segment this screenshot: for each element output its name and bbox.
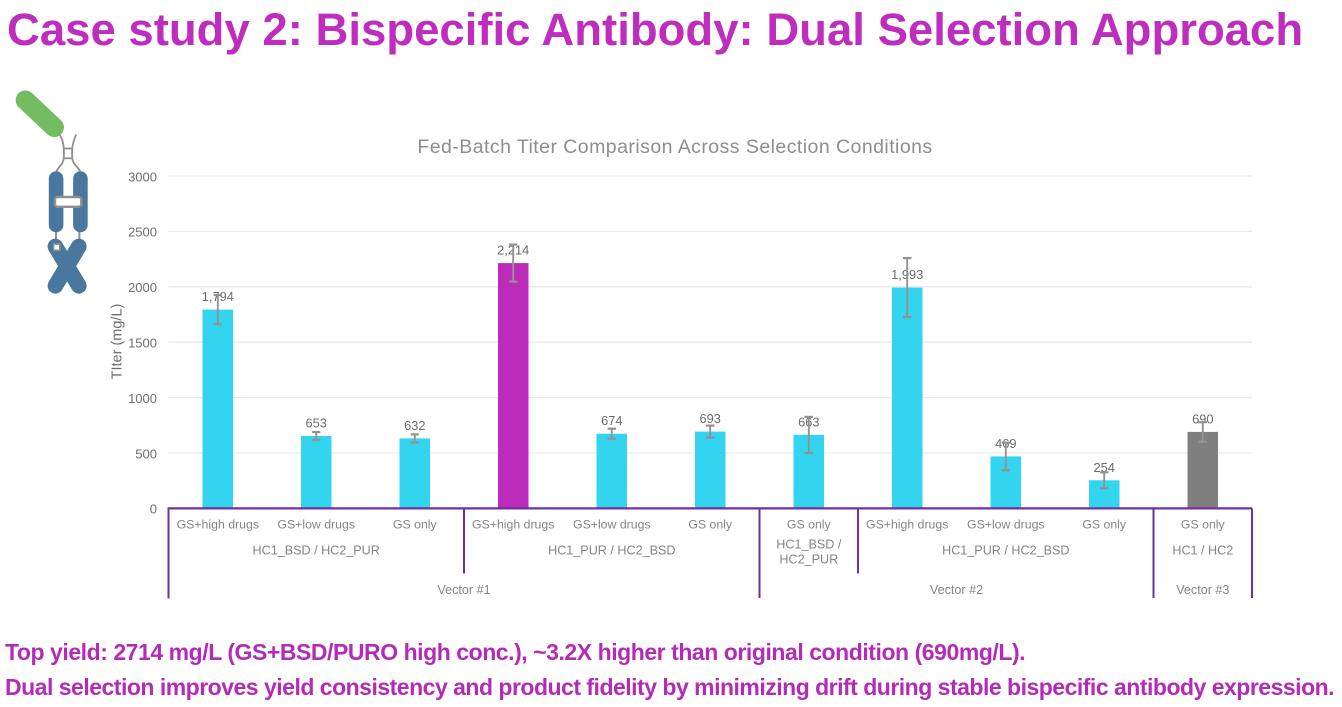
svg-text:GS only: GS only	[393, 518, 438, 532]
svg-text:HC1_BSD / HC2_PUR: HC1_BSD / HC2_PUR	[253, 544, 380, 558]
svg-text:HC1_BSD /: HC1_BSD /	[776, 538, 842, 552]
svg-text:653: 653	[306, 416, 327, 431]
svg-text:GS+low drugs: GS+low drugs	[967, 518, 1045, 532]
svg-text:GS only: GS only	[1181, 518, 1226, 532]
svg-text:GS+low drugs: GS+low drugs	[573, 518, 651, 532]
svg-text:1500: 1500	[128, 336, 157, 351]
svg-text:GS only: GS only	[787, 518, 832, 532]
svg-text:Vector #3: Vector #3	[1176, 583, 1229, 597]
svg-text:GS+high drugs: GS+high drugs	[866, 518, 948, 532]
svg-text:674: 674	[601, 413, 622, 428]
svg-text:690: 690	[1192, 411, 1213, 426]
svg-text:GS+low drugs: GS+low drugs	[277, 518, 355, 532]
svg-text:HC2_PUR: HC2_PUR	[779, 553, 838, 567]
svg-text:HC1_PUR / HC2_BSD: HC1_PUR / HC2_BSD	[548, 544, 675, 558]
svg-text:500: 500	[135, 446, 157, 461]
svg-text:Vector #2: Vector #2	[930, 583, 983, 597]
svg-text:3000: 3000	[128, 169, 157, 184]
svg-text:HC1_PUR / HC2_BSD: HC1_PUR / HC2_BSD	[942, 544, 1069, 558]
svg-text:Vector #1: Vector #1	[437, 583, 490, 597]
svg-text:2000: 2000	[128, 280, 157, 295]
svg-text:GS only: GS only	[1082, 518, 1127, 532]
svg-text:254: 254	[1094, 460, 1115, 475]
svg-text:TIter (mg/L): TIter (mg/L)	[110, 304, 126, 380]
svg-text:GS only: GS only	[688, 518, 733, 532]
svg-text:632: 632	[404, 418, 425, 433]
svg-text:HC1 / HC2: HC1 / HC2	[1172, 544, 1233, 558]
svg-text:Fed-Batch Titer Comparison Acr: Fed-Batch Titer Comparison Across Select…	[417, 136, 932, 158]
svg-text:693: 693	[700, 411, 721, 426]
svg-text:2500: 2500	[128, 225, 157, 240]
svg-text:GS+high drugs: GS+high drugs	[472, 518, 554, 532]
svg-text:0: 0	[150, 502, 157, 517]
svg-text:1000: 1000	[128, 391, 157, 406]
svg-text:GS+high drugs: GS+high drugs	[177, 518, 259, 532]
